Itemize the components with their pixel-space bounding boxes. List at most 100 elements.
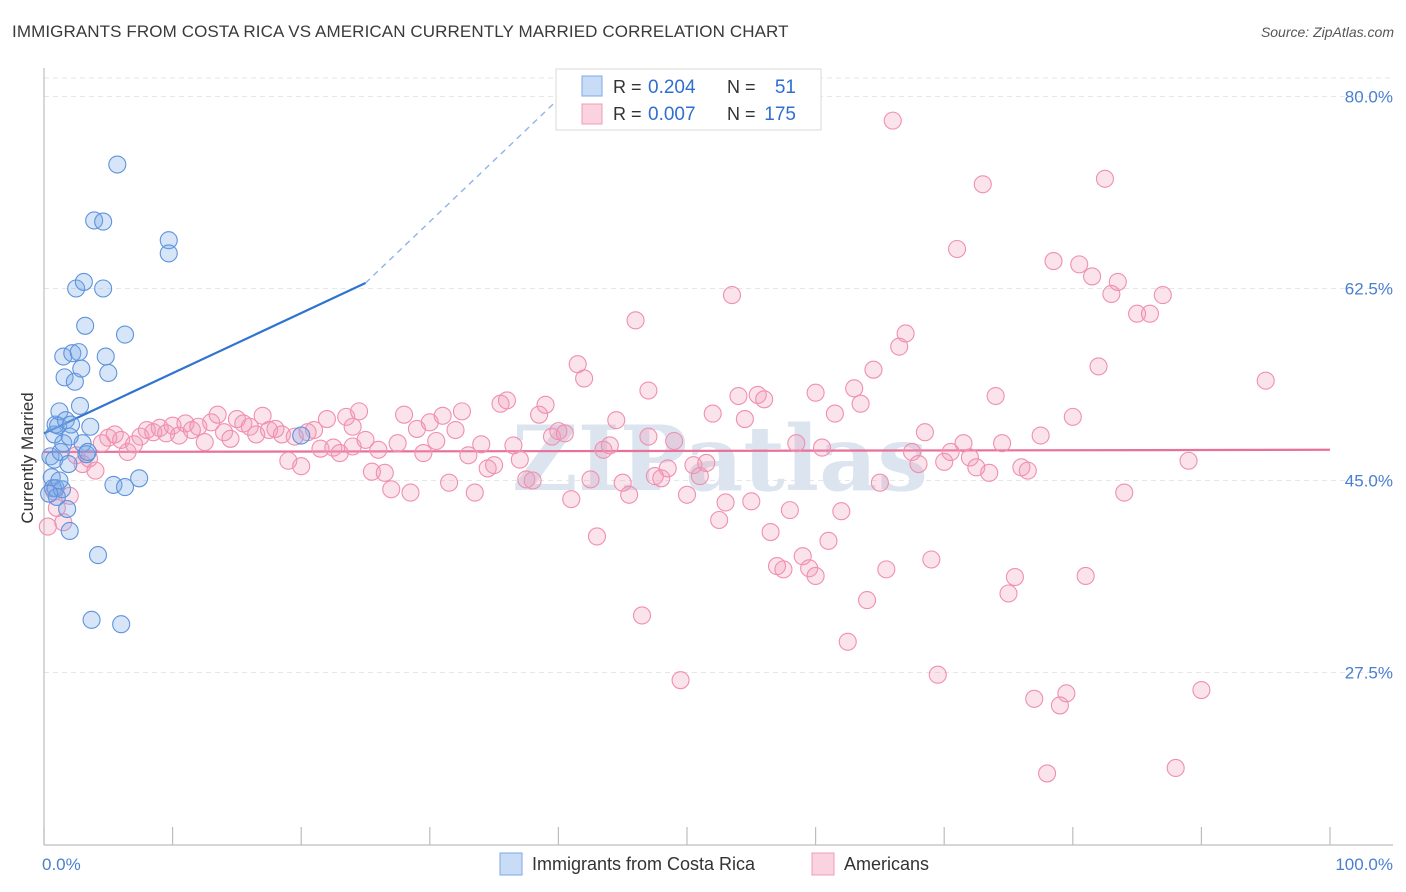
americans-point	[1070, 255, 1089, 274]
americans-point	[485, 456, 504, 475]
americans-point	[555, 424, 574, 443]
legend-n-label-2: N =	[727, 104, 756, 124]
legend-n-value-1: 51	[775, 77, 796, 98]
americans-point	[941, 442, 960, 462]
americans-point	[1063, 407, 1082, 426]
americans-point	[915, 423, 934, 442]
americans-point	[1089, 357, 1108, 376]
americans-point	[427, 431, 446, 451]
americans-point	[806, 383, 825, 402]
americans-point	[536, 395, 555, 414]
americans-point	[845, 379, 864, 398]
americans-point	[1076, 566, 1095, 586]
americans-point	[729, 386, 748, 406]
americans-point	[388, 434, 407, 453]
americans-point	[1083, 267, 1102, 286]
americans-point	[1128, 304, 1147, 323]
americans-point	[317, 410, 336, 429]
bottom-legend-label-blue: Immigrants from Costa Rica	[532, 854, 756, 874]
americans-point	[343, 417, 362, 436]
americans-point	[761, 523, 780, 542]
x-tick-label-max: 100.0%	[1335, 855, 1393, 874]
costa-rica-point	[112, 615, 131, 634]
americans-point	[401, 483, 420, 502]
americans-point	[851, 394, 870, 413]
costa-rica-point	[108, 155, 127, 174]
costa-rica-point	[72, 359, 91, 378]
americans-point	[1192, 681, 1211, 700]
americans-point	[221, 429, 240, 448]
americans-point	[652, 469, 671, 488]
y-tick-label: 80.0%	[1345, 88, 1393, 107]
americans-point	[716, 493, 735, 512]
costa-rica-point	[82, 610, 101, 629]
americans-point	[517, 470, 536, 489]
americans-point	[240, 417, 259, 436]
americans-point	[980, 463, 999, 482]
costa-rica-point	[67, 279, 86, 298]
americans-point	[639, 381, 658, 400]
americans-point	[838, 632, 857, 651]
americans-point	[600, 436, 619, 455]
costa-rica-point	[45, 450, 64, 469]
axes	[43, 68, 1393, 846]
costa-rica-point	[104, 475, 123, 494]
americans-point	[292, 457, 311, 476]
costa-rica-point	[130, 469, 149, 488]
americans-point	[214, 423, 234, 442]
americans-point	[812, 438, 832, 457]
y-tick-label: 27.5%	[1345, 664, 1393, 683]
bottom-legend-swatch-pink	[811, 852, 835, 876]
costa-rica-point	[292, 426, 311, 445]
legend-r-label-1: R =	[613, 77, 642, 97]
americans-point	[311, 439, 330, 458]
americans-point	[452, 402, 472, 421]
costa-rica-point	[159, 244, 178, 263]
americans-point	[632, 606, 652, 625]
americans-point	[928, 665, 947, 684]
costa-rica-point	[94, 212, 113, 231]
americans-point	[1115, 483, 1134, 502]
americans-point	[395, 405, 414, 424]
americans-point	[497, 391, 517, 410]
americans-point	[883, 111, 902, 130]
americans-point	[864, 360, 883, 379]
americans-point	[356, 430, 375, 449]
costa-rica-point	[96, 347, 115, 366]
americans-point	[350, 402, 369, 421]
costa-rica-point	[65, 372, 84, 391]
americans-point	[780, 501, 799, 520]
americans-point	[1031, 426, 1050, 445]
americans-point	[440, 473, 459, 492]
source-label: Source: ZipAtlas.com	[1260, 24, 1394, 40]
costa-rica-point	[99, 363, 118, 383]
americans-point	[38, 517, 57, 536]
americans-point	[774, 560, 793, 579]
americans-point	[986, 386, 1005, 406]
americans-point	[587, 527, 607, 546]
americans-point	[832, 502, 851, 521]
americans-point	[697, 453, 716, 472]
costa-rica-point	[115, 478, 135, 497]
americans-point	[86, 461, 105, 480]
americans-point	[800, 559, 819, 578]
americans-point	[60, 486, 79, 505]
americans-point	[819, 531, 838, 550]
costa-rica-trend-extension	[365, 74, 585, 284]
americans-point	[530, 405, 549, 424]
costa-rica-points	[40, 155, 311, 634]
americans-point	[857, 591, 877, 610]
americans-point	[472, 435, 491, 454]
americans-point	[581, 470, 600, 489]
americans-point	[1025, 689, 1044, 708]
y-tick-label: 45.0%	[1345, 472, 1393, 491]
americans-point	[1018, 461, 1037, 480]
americans-point	[575, 369, 594, 388]
americans-point	[890, 337, 909, 356]
americans-points	[38, 111, 1275, 783]
americans-point	[999, 584, 1018, 603]
americans-point	[703, 404, 722, 423]
americans-point	[1038, 764, 1057, 783]
americans-point	[677, 485, 697, 504]
legend-n-label-1: N =	[727, 77, 756, 97]
